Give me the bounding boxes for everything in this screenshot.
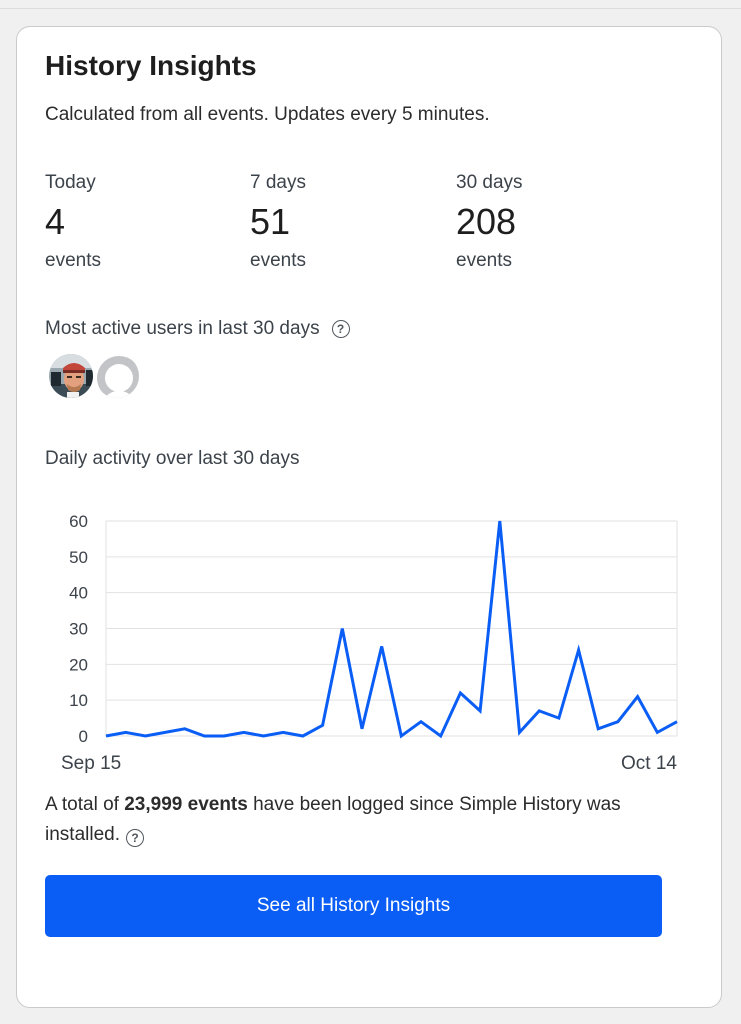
stat-period: 30 days: [456, 172, 523, 193]
daily-activity-label: Daily activity over last 30 days: [45, 448, 300, 469]
question-circle-icon[interactable]: ?: [126, 829, 144, 847]
y-tick-label: 40: [69, 584, 88, 603]
data-point[interactable]: [632, 691, 644, 703]
data-point[interactable]: [494, 515, 506, 527]
data-point[interactable]: [198, 730, 210, 742]
total-count: 23,999 events: [124, 794, 248, 815]
data-point[interactable]: [435, 730, 447, 742]
total-suffix: have been logged since Simple History wa…: [45, 794, 621, 845]
data-point[interactable]: [573, 644, 585, 656]
data-point[interactable]: [336, 623, 348, 635]
x-tick-label-end: Oct 14: [621, 753, 677, 774]
data-point[interactable]: [415, 716, 427, 728]
stat-count: 4: [45, 201, 66, 242]
stat-count: 51: [250, 201, 291, 242]
data-point[interactable]: [553, 712, 565, 724]
card-subtitle: Calculated from all events. Updates ever…: [45, 104, 490, 125]
see-all-insights-button[interactable]: See all History Insights: [45, 875, 662, 937]
data-point[interactable]: [139, 730, 151, 742]
x-tick-label-start: Sep 15: [61, 753, 121, 774]
placeholder-avatar-icon: [97, 356, 139, 398]
data-point[interactable]: [454, 687, 466, 699]
stat-unit: events: [45, 250, 101, 271]
data-point[interactable]: [218, 730, 230, 742]
question-circle-icon[interactable]: ?: [331, 320, 350, 338]
stat-7-days: 7 days 51 events: [250, 172, 430, 272]
data-point[interactable]: [395, 730, 407, 742]
user-avatar-photo[interactable]: [47, 352, 95, 400]
data-point[interactable]: [258, 730, 270, 742]
stat-30-days: 30 days 208 events: [456, 172, 636, 272]
data-point[interactable]: [376, 640, 388, 652]
most-active-users-text: Most active users in last 30 days: [45, 318, 320, 339]
data-point[interactable]: [179, 723, 191, 735]
data-point[interactable]: [120, 726, 132, 738]
user-photo-icon: [49, 354, 93, 398]
y-tick-label: 60: [69, 512, 88, 531]
data-point[interactable]: [100, 730, 112, 742]
most-active-users-label: Most active users in last 30 days ?: [45, 318, 350, 340]
y-tick-label: 20: [69, 655, 88, 674]
y-tick-label: 30: [69, 620, 88, 639]
activity-series-line: [105, 520, 678, 739]
avatar-list: [47, 352, 147, 402]
stat-period: 7 days: [250, 172, 306, 193]
stat-count: 208: [456, 201, 517, 242]
data-point[interactable]: [277, 726, 289, 738]
y-tick-label: 50: [69, 548, 88, 567]
data-point[interactable]: [356, 723, 368, 735]
stat-period: Today: [45, 172, 96, 193]
data-point[interactable]: [238, 726, 250, 738]
user-avatar-placeholder[interactable]: [93, 352, 141, 400]
y-tick-label: 10: [69, 691, 88, 710]
daily-activity-chart: 0 10 20 30 40 50 60 Sep 15 Oct 14: [61, 512, 683, 774]
data-point[interactable]: [592, 723, 604, 735]
data-point[interactable]: [317, 719, 329, 731]
data-point[interactable]: [671, 716, 683, 728]
stat-today: Today 4 events: [45, 172, 225, 272]
data-point[interactable]: [612, 716, 624, 728]
data-point[interactable]: [159, 726, 171, 738]
data-point[interactable]: [297, 730, 309, 742]
total-events-text: A total of 23,999 events have been logge…: [45, 790, 685, 850]
total-prefix: A total of: [45, 794, 125, 815]
data-point[interactable]: [474, 705, 486, 717]
y-tick-label: 0: [79, 727, 88, 746]
data-point[interactable]: [513, 726, 525, 738]
top-divider: [0, 8, 741, 9]
stat-unit: events: [250, 250, 306, 271]
card-title: History Insights: [45, 50, 257, 81]
stat-unit: events: [456, 250, 512, 271]
data-point[interactable]: [651, 726, 663, 738]
data-point[interactable]: [533, 705, 545, 717]
